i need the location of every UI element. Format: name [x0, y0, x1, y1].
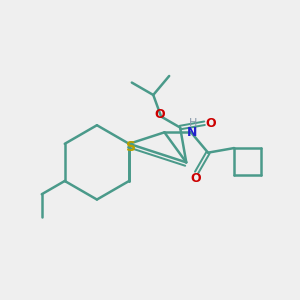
Text: N: N [187, 126, 197, 139]
Text: O: O [206, 117, 216, 130]
Text: H: H [189, 118, 197, 128]
Text: O: O [190, 172, 201, 185]
Text: S: S [125, 140, 136, 154]
Text: O: O [154, 108, 165, 121]
